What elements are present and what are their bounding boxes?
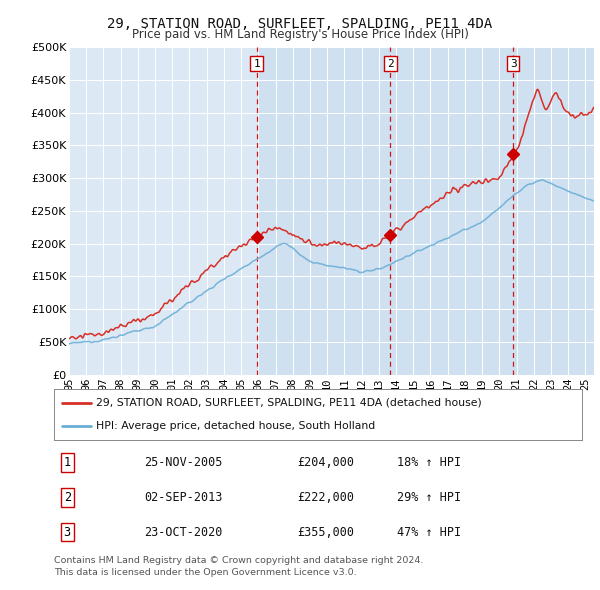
Text: £355,000: £355,000 xyxy=(297,526,354,539)
Text: 29, STATION ROAD, SURFLEET, SPALDING, PE11 4DA: 29, STATION ROAD, SURFLEET, SPALDING, PE… xyxy=(107,17,493,31)
Text: HPI: Average price, detached house, South Holland: HPI: Average price, detached house, Sout… xyxy=(96,421,376,431)
Text: 1: 1 xyxy=(64,455,71,468)
Bar xyxy=(513,47,594,375)
Text: 2: 2 xyxy=(387,58,394,68)
Text: 23-OCT-2020: 23-OCT-2020 xyxy=(144,526,222,539)
Text: 3: 3 xyxy=(510,58,517,68)
Text: 18% ↑ HPI: 18% ↑ HPI xyxy=(397,455,461,468)
Text: Price paid vs. HM Land Registry's House Price Index (HPI): Price paid vs. HM Land Registry's House … xyxy=(131,28,469,41)
Text: This data is licensed under the Open Government Licence v3.0.: This data is licensed under the Open Gov… xyxy=(54,568,356,576)
Text: £204,000: £204,000 xyxy=(297,455,354,468)
Text: 29, STATION ROAD, SURFLEET, SPALDING, PE11 4DA (detached house): 29, STATION ROAD, SURFLEET, SPALDING, PE… xyxy=(96,398,482,408)
Text: 1: 1 xyxy=(253,58,260,68)
Text: 47% ↑ HPI: 47% ↑ HPI xyxy=(397,526,461,539)
Bar xyxy=(257,47,391,375)
Text: 2: 2 xyxy=(64,490,71,504)
Text: 25-NOV-2005: 25-NOV-2005 xyxy=(144,455,222,468)
Text: £222,000: £222,000 xyxy=(297,490,354,504)
Bar xyxy=(391,47,513,375)
Text: 29% ↑ HPI: 29% ↑ HPI xyxy=(397,490,461,504)
Text: 02-SEP-2013: 02-SEP-2013 xyxy=(144,490,222,504)
Text: 3: 3 xyxy=(64,526,71,539)
Text: Contains HM Land Registry data © Crown copyright and database right 2024.: Contains HM Land Registry data © Crown c… xyxy=(54,556,424,565)
